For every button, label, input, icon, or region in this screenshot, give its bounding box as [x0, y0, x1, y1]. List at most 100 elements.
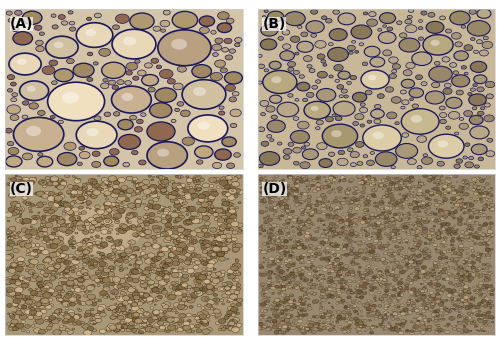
Circle shape	[378, 305, 382, 307]
Circle shape	[324, 288, 329, 291]
Circle shape	[97, 285, 100, 287]
Circle shape	[326, 206, 330, 208]
Circle shape	[395, 207, 400, 210]
Circle shape	[215, 317, 218, 319]
Circle shape	[220, 215, 228, 220]
Circle shape	[384, 228, 386, 229]
Circle shape	[148, 175, 152, 177]
Circle shape	[306, 239, 309, 241]
Circle shape	[178, 302, 184, 306]
Circle shape	[354, 207, 360, 210]
Circle shape	[353, 219, 358, 222]
Circle shape	[308, 298, 310, 300]
Circle shape	[318, 227, 320, 228]
Circle shape	[66, 229, 72, 234]
Circle shape	[8, 325, 17, 331]
Circle shape	[136, 257, 141, 260]
Circle shape	[345, 237, 348, 239]
Circle shape	[38, 249, 42, 251]
Circle shape	[443, 210, 446, 211]
Circle shape	[110, 225, 114, 227]
Circle shape	[84, 249, 89, 253]
Circle shape	[427, 176, 432, 179]
Circle shape	[48, 319, 51, 321]
Circle shape	[480, 331, 482, 332]
Circle shape	[214, 177, 220, 181]
Circle shape	[468, 156, 473, 160]
Circle shape	[312, 283, 316, 286]
Circle shape	[218, 111, 225, 115]
Circle shape	[432, 269, 434, 270]
Circle shape	[6, 287, 14, 293]
Circle shape	[412, 231, 418, 235]
Circle shape	[40, 192, 47, 197]
Circle shape	[178, 196, 180, 198]
Circle shape	[326, 214, 330, 216]
Text: (A): (A)	[10, 17, 33, 31]
Circle shape	[39, 181, 44, 184]
Circle shape	[159, 188, 162, 190]
Circle shape	[186, 178, 193, 183]
Circle shape	[312, 316, 316, 318]
Circle shape	[364, 205, 366, 206]
Circle shape	[13, 201, 20, 206]
Circle shape	[462, 270, 467, 274]
Circle shape	[284, 204, 288, 207]
Circle shape	[486, 151, 494, 157]
Circle shape	[473, 236, 477, 238]
Circle shape	[393, 296, 396, 298]
Circle shape	[94, 13, 102, 18]
Circle shape	[269, 183, 272, 184]
Circle shape	[422, 218, 424, 220]
Circle shape	[56, 295, 62, 299]
Circle shape	[126, 71, 132, 75]
Circle shape	[344, 253, 349, 256]
Circle shape	[322, 327, 326, 330]
Circle shape	[202, 292, 205, 293]
Circle shape	[310, 256, 312, 257]
Circle shape	[439, 232, 441, 233]
Circle shape	[11, 205, 15, 208]
Circle shape	[336, 291, 342, 295]
Circle shape	[392, 294, 396, 297]
Circle shape	[162, 302, 171, 307]
Circle shape	[53, 268, 58, 272]
Circle shape	[45, 256, 52, 261]
Circle shape	[93, 320, 98, 323]
Circle shape	[370, 223, 376, 227]
Circle shape	[386, 269, 389, 272]
Circle shape	[304, 224, 306, 226]
Circle shape	[365, 233, 370, 236]
Circle shape	[437, 328, 442, 332]
Circle shape	[426, 330, 428, 331]
Circle shape	[380, 201, 382, 203]
Circle shape	[374, 267, 379, 270]
Circle shape	[305, 291, 307, 293]
Circle shape	[362, 214, 366, 216]
Circle shape	[268, 281, 269, 283]
Circle shape	[416, 205, 420, 207]
Circle shape	[158, 176, 163, 179]
Circle shape	[323, 196, 327, 199]
Circle shape	[400, 324, 404, 327]
Circle shape	[226, 212, 232, 216]
Circle shape	[336, 317, 340, 320]
Circle shape	[339, 201, 342, 203]
Circle shape	[296, 330, 300, 332]
Circle shape	[111, 207, 117, 211]
Circle shape	[204, 298, 208, 300]
Circle shape	[483, 36, 488, 40]
Circle shape	[394, 274, 400, 278]
Circle shape	[72, 195, 74, 196]
Circle shape	[460, 248, 464, 251]
Circle shape	[78, 187, 82, 190]
Circle shape	[177, 269, 182, 273]
Circle shape	[268, 208, 271, 210]
Circle shape	[344, 265, 349, 268]
Circle shape	[417, 320, 420, 322]
Circle shape	[364, 229, 367, 232]
Circle shape	[375, 254, 380, 257]
Circle shape	[408, 264, 411, 266]
Circle shape	[362, 257, 366, 260]
Circle shape	[213, 308, 216, 309]
